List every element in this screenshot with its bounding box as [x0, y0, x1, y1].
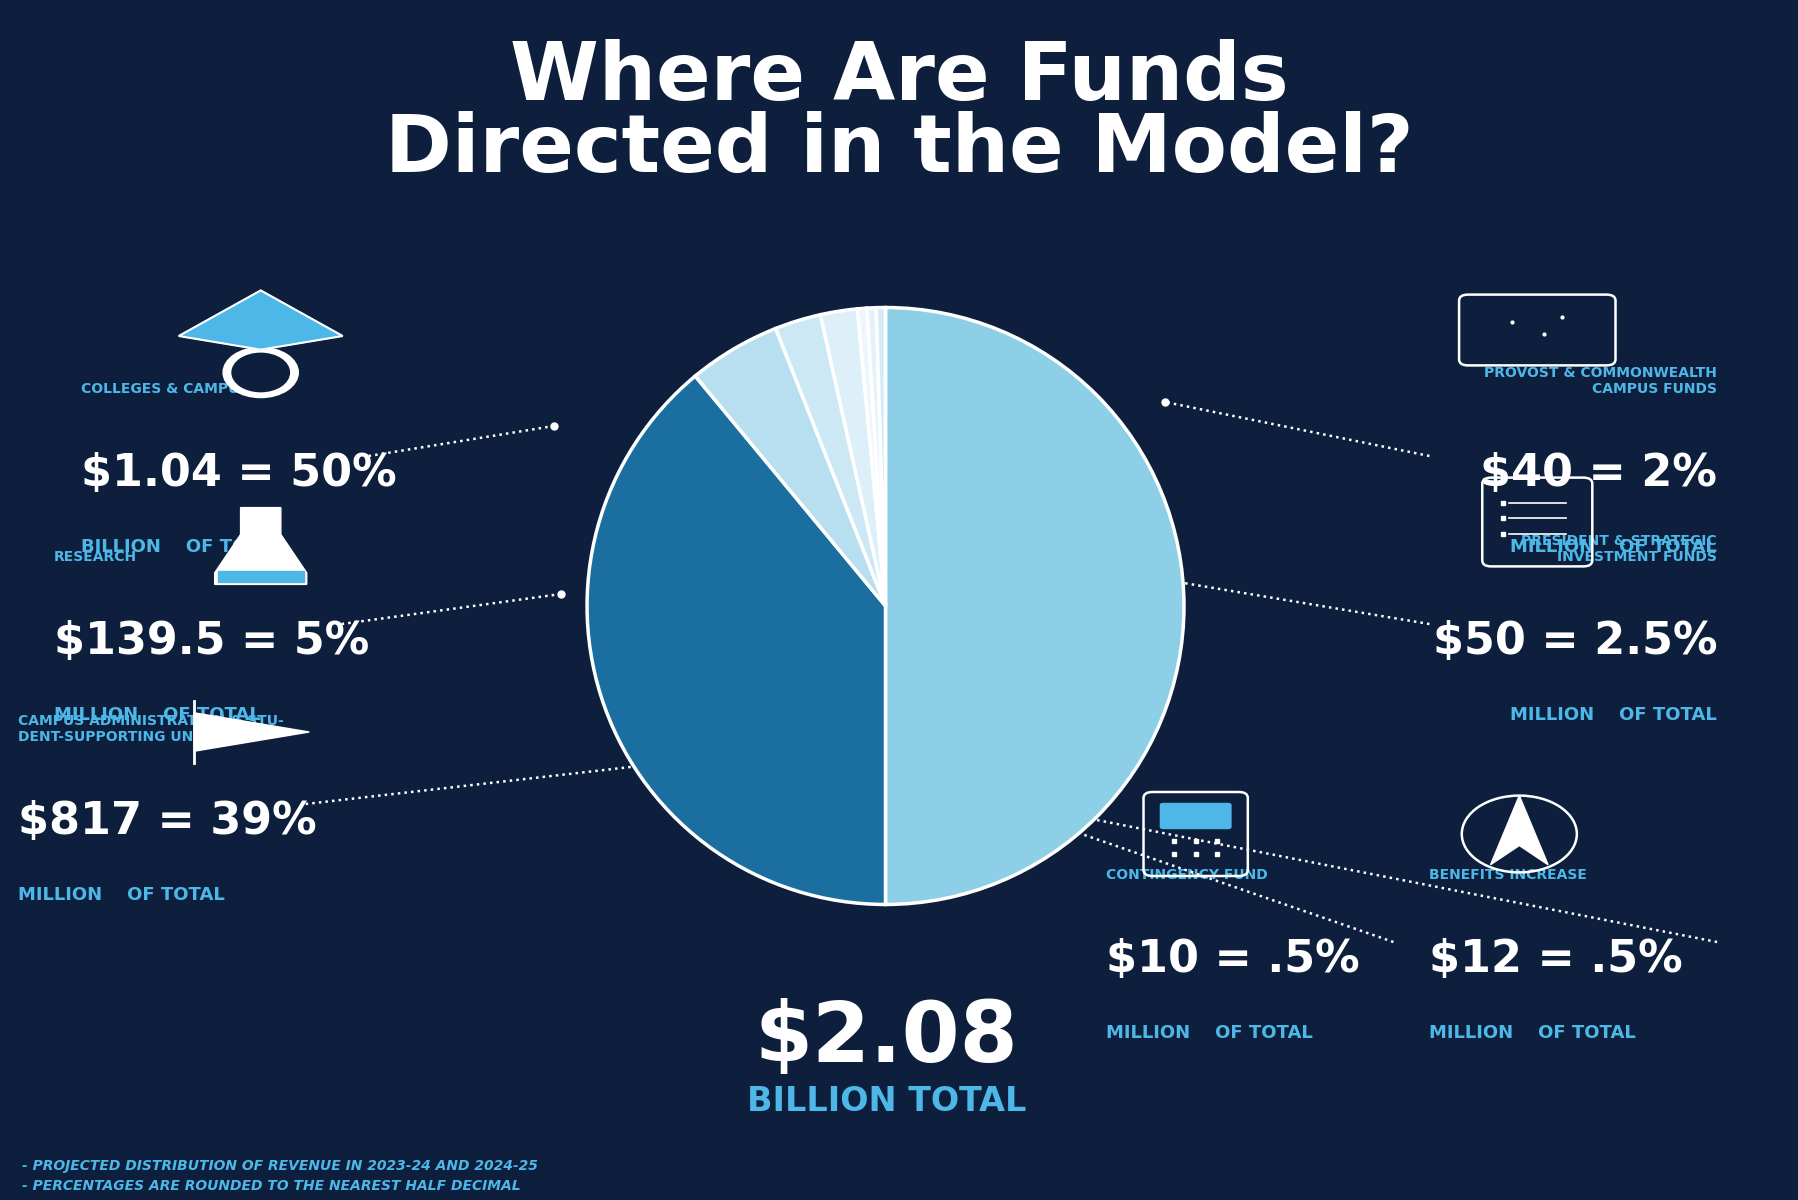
Polygon shape	[178, 290, 343, 349]
Polygon shape	[214, 508, 307, 584]
Text: $40 = 2%: $40 = 2%	[1480, 452, 1717, 494]
Text: MILLION    OF TOTAL: MILLION OF TOTAL	[1510, 706, 1717, 724]
Text: CAMPUS ADMINISTRATION & STU-
DENT-SUPPORTING UNITS: CAMPUS ADMINISTRATION & STU- DENT-SUPPOR…	[18, 714, 284, 744]
Text: PRESIDENT & STRATEGIC
INVESTMENT FUNDS: PRESIDENT & STRATEGIC INVESTMENT FUNDS	[1521, 534, 1717, 564]
Polygon shape	[218, 571, 304, 582]
Text: PROVOST & COMMONWEALTH
CAMPUS FUNDS: PROVOST & COMMONWEALTH CAMPUS FUNDS	[1483, 366, 1717, 396]
Text: RESEARCH: RESEARCH	[54, 550, 137, 564]
Wedge shape	[858, 308, 885, 606]
Wedge shape	[696, 329, 885, 606]
Wedge shape	[867, 307, 885, 606]
Text: MILLION    OF TOTAL: MILLION OF TOTAL	[1429, 1024, 1636, 1042]
Wedge shape	[876, 307, 885, 606]
Text: $1.04 = 50%: $1.04 = 50%	[81, 452, 397, 494]
Text: MILLION    OF TOTAL: MILLION OF TOTAL	[1106, 1024, 1313, 1042]
Wedge shape	[885, 307, 1183, 905]
Text: MILLION    OF TOTAL: MILLION OF TOTAL	[18, 886, 225, 904]
Wedge shape	[588, 376, 885, 905]
Text: - PROJECTED DISTRIBUTION OF REVENUE IN 2023-24 AND 2024-25: - PROJECTED DISTRIBUTION OF REVENUE IN 2…	[22, 1159, 538, 1174]
Text: Where Are Funds: Where Are Funds	[509, 38, 1289, 116]
Text: MILLION    OF TOTAL: MILLION OF TOTAL	[54, 706, 261, 724]
FancyBboxPatch shape	[1160, 803, 1232, 829]
Text: Directed in the Model?: Directed in the Model?	[385, 110, 1413, 188]
Circle shape	[223, 348, 298, 397]
Polygon shape	[1491, 796, 1548, 865]
Text: BILLION    OF TOTAL: BILLION OF TOTAL	[81, 538, 284, 556]
Text: MILLION    OF TOTAL: MILLION OF TOTAL	[1510, 538, 1717, 556]
Circle shape	[232, 353, 289, 391]
Text: BILLION TOTAL: BILLION TOTAL	[746, 1085, 1027, 1118]
Text: $817 = 39%: $817 = 39%	[18, 800, 316, 842]
Text: BENEFITS INCREASE: BENEFITS INCREASE	[1429, 868, 1588, 882]
Text: COLLEGES & CAMPUSES: COLLEGES & CAMPUSES	[81, 382, 268, 396]
Text: $2.08: $2.08	[755, 997, 1018, 1079]
Wedge shape	[820, 308, 885, 606]
Text: $139.5 = 5%: $139.5 = 5%	[54, 620, 369, 662]
Text: $12 = .5%: $12 = .5%	[1429, 938, 1683, 982]
Polygon shape	[194, 713, 309, 751]
Wedge shape	[775, 314, 885, 606]
Text: - PERCENTAGES ARE ROUNDED TO THE NEAREST HALF DECIMAL: - PERCENTAGES ARE ROUNDED TO THE NEAREST…	[22, 1178, 520, 1193]
Text: $50 = 2.5%: $50 = 2.5%	[1433, 620, 1717, 662]
Text: CONTINGENCY FUND: CONTINGENCY FUND	[1106, 868, 1268, 882]
Text: $10 = .5%: $10 = .5%	[1106, 938, 1359, 982]
